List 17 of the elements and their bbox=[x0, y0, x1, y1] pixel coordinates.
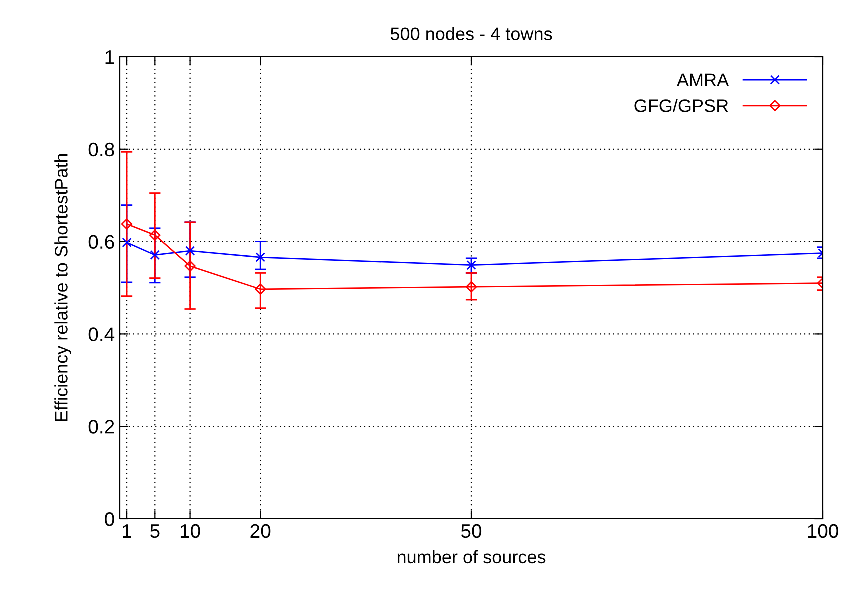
y-tick-label: 1 bbox=[106, 50, 114, 64]
x-tick-label: 5 bbox=[150, 524, 160, 538]
y-tick-label: 0.2 bbox=[88, 420, 114, 434]
y-tick-label: 0.8 bbox=[88, 142, 114, 157]
legend-label: AMRA bbox=[676, 74, 730, 86]
y-tick-label: 0.6 bbox=[88, 235, 114, 250]
legend-label: GFG/GPSR bbox=[634, 99, 728, 112]
y-tick-label: 0 bbox=[105, 512, 114, 526]
chart-title: 500 nodes - 4 towns bbox=[390, 27, 552, 41]
x-tick-label: 20 bbox=[250, 524, 271, 538]
x-tick-label: 50 bbox=[461, 524, 482, 538]
y-tick-label: 0.4 bbox=[88, 328, 115, 342]
y-axis-title: Efficiency relative to ShortestPath bbox=[54, 154, 72, 422]
x-tick-label: 100 bbox=[808, 524, 838, 538]
x-axis-title: number of sources bbox=[398, 550, 546, 564]
x-tick-label: 10 bbox=[180, 524, 200, 538]
x-tick-label: 1 bbox=[123, 524, 132, 538]
